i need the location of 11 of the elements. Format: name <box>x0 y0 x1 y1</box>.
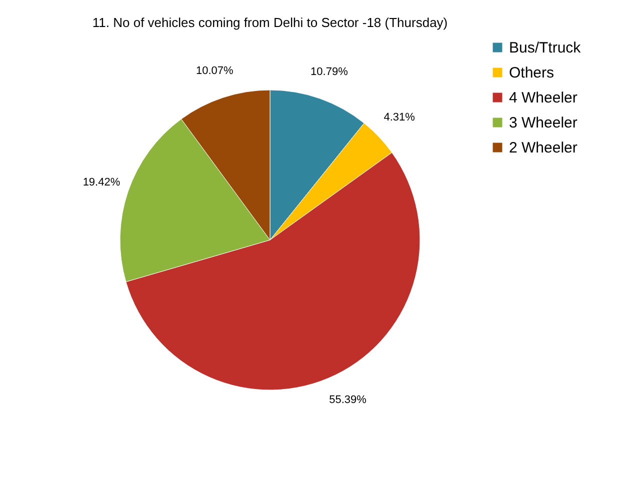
data-label: 4.31% <box>384 112 416 124</box>
data-label: 10.79% <box>310 66 348 78</box>
chart-title: 11. No of vehicles coming from Delhi to Sector -18 (Thursday) <box>92 15 448 30</box>
legend-label: Others <box>509 64 554 82</box>
data-label: 19.42% <box>82 176 120 189</box>
data-label: 55.39% <box>329 394 367 406</box>
legend-label: Bus/Ttruck <box>509 40 582 56</box>
legend-label: 2 Wheeler <box>509 140 578 156</box>
legend-label: 4 Wheeler <box>509 90 578 106</box>
data-label: 10.07% <box>196 64 234 77</box>
legend-label: 3 Wheeler <box>509 114 578 132</box>
